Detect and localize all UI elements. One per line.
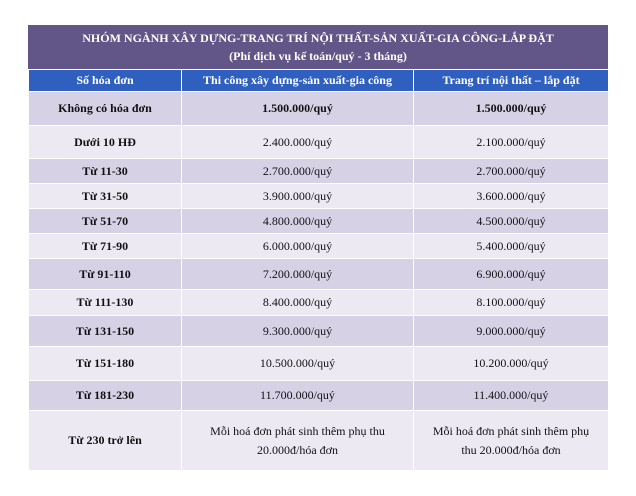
construction-price: 9.300.000/quý — [181, 315, 414, 347]
construction-price: 8.400.000/quý — [181, 289, 414, 316]
header-invoice-count: Số hóa đơn — [28, 69, 182, 92]
row-label: Không có hóa đơn — [28, 91, 182, 126]
header-row: Số hóa đơn Thi công xây dựng-sản xuất-gi… — [28, 69, 609, 92]
title-subtitle: (Phí dịch vụ kế toán/quý - 3 tháng) — [229, 49, 407, 63]
interior-price: 4.500.000/quý — [413, 208, 609, 234]
row-label: Từ 181-230 — [28, 380, 182, 411]
table-row: Từ 11-30 2.700.000/quý 2.700.000/quý — [28, 158, 609, 184]
row-label: Từ 111-130 — [28, 289, 182, 316]
table-row: Từ 131-150 9.300.000/quý 9.000.000/quý — [28, 315, 609, 347]
table-row: Từ 181-230 11.700.000/quý 11.400.000/quý — [28, 380, 609, 411]
table-row: Từ 71-90 6.000.000/quý 5.400.000/quý — [28, 233, 609, 259]
table-row: Không có hóa đơn 1.500.000/quý 1.500.000… — [28, 91, 609, 126]
row-label: Dưới 10 HĐ — [28, 125, 182, 159]
row-label: Từ 71-90 — [28, 233, 182, 259]
row-label: Từ 230 trở lên — [28, 410, 182, 471]
construction-price: 3.900.000/quý — [181, 183, 414, 209]
header-construction: Thi công xây dựng-sản xuất-gia công — [181, 69, 414, 92]
row-label: Từ 51-70 — [28, 208, 182, 234]
interior-price: 8.100.000/quý — [413, 289, 609, 316]
surcharge-line: Mỗi hoá đơn phát sinh thêm phụ — [432, 423, 590, 438]
table-row: Từ 51-70 4.800.000/quý 4.500.000/quý — [28, 208, 609, 234]
table-row: Dưới 10 HĐ 2.400.000/quý 2.100.000/quý — [28, 125, 609, 159]
interior-price: 2.100.000/quý — [413, 125, 609, 159]
pricing-sheet: NHÓM NGÀNH XÂY DỰNG-TRANG TRÍ NỘI THẤT-S… — [28, 25, 609, 471]
interior-price: 5.400.000/quý — [413, 233, 609, 259]
table-row: Từ 151-180 10.500.000/quý 10.200.000/quý — [28, 346, 609, 381]
row-label: Từ 11-30 — [28, 158, 182, 184]
header-interior: Trang trí nội thất – lắp đặt — [413, 69, 609, 92]
title-banner: NHÓM NGÀNH XÂY DỰNG-TRANG TRÍ NỘI THẤT-S… — [28, 25, 608, 69]
pricing-table: Số hóa đơn Thi công xây dựng-sản xuất-gi… — [28, 69, 609, 471]
table-row: Từ 111-130 8.400.000/quý 8.100.000/quý — [28, 289, 609, 316]
row-label: Từ 31-50 — [28, 183, 182, 209]
table-row: Từ 230 trở lên Mỗi hoá đơn phát sinh thê… — [28, 410, 609, 471]
row-label: Từ 131-150 — [28, 315, 182, 347]
construction-price: 6.000.000/quý — [181, 233, 414, 259]
construction-price: 4.800.000/quý — [181, 208, 414, 234]
construction-price: 7.200.000/quý — [181, 258, 414, 290]
construction-surcharge: Mỗi hoá đơn phát sinh thêm phụ thu 20.00… — [181, 410, 414, 471]
construction-price: 2.400.000/quý — [181, 125, 414, 159]
row-label: Từ 151-180 — [28, 346, 182, 381]
interior-price: 11.400.000/quý — [413, 380, 609, 411]
interior-price: 1.500.000/quý — [413, 91, 609, 126]
table-row: Từ 91-110 7.200.000/quý 6.900.000/quý — [28, 258, 609, 290]
interior-price: 3.600.000/quý — [413, 183, 609, 209]
interior-price: 9.000.000/quý — [413, 315, 609, 347]
construction-price: 1.500.000/quý — [181, 91, 414, 126]
table-row: Từ 31-50 3.900.000/quý 3.600.000/quý — [28, 183, 609, 209]
surcharge-line: Mỗi hoá đơn phát sinh thêm phụ thu — [210, 423, 385, 438]
construction-price: 2.700.000/quý — [181, 158, 414, 184]
interior-surcharge: Mỗi hoá đơn phát sinh thêm phụ thu 20.00… — [413, 410, 609, 471]
construction-price: 10.500.000/quý — [181, 346, 414, 381]
surcharge-line: thu 20.000đ/hóa đơn — [461, 442, 561, 457]
title-main: NHÓM NGÀNH XÂY DỰNG-TRANG TRÍ NỘI THẤT-S… — [82, 31, 554, 45]
construction-price: 11.700.000/quý — [181, 380, 414, 411]
row-label: Từ 91-110 — [28, 258, 182, 290]
interior-price: 2.700.000/quý — [413, 158, 609, 184]
interior-price: 10.200.000/quý — [413, 346, 609, 381]
surcharge-line: 20.000đ/hóa đơn — [256, 442, 338, 457]
interior-price: 6.900.000/quý — [413, 258, 609, 290]
